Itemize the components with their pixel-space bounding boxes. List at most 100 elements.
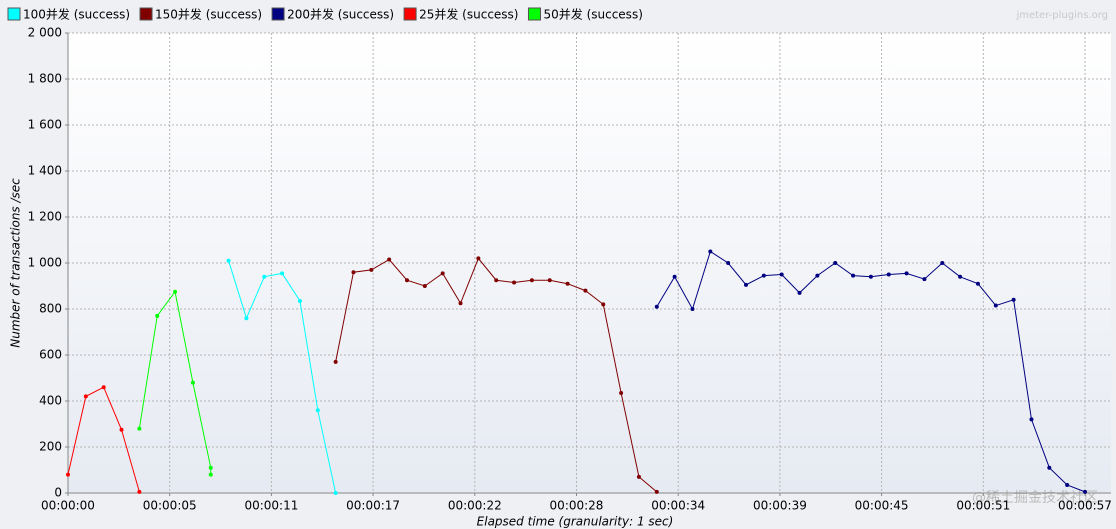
data-point xyxy=(1083,489,1087,494)
data-point xyxy=(351,270,356,275)
y-tick-label: 200 xyxy=(39,440,62,454)
data-point xyxy=(636,474,641,479)
data-point xyxy=(654,304,659,309)
data-point xyxy=(387,257,392,262)
legend-item: 25并发 (success) xyxy=(403,7,518,22)
data-point xyxy=(744,282,748,287)
x-tick-label: 00:00:00 xyxy=(41,499,95,513)
data-point xyxy=(244,316,249,321)
y-tick-label: 800 xyxy=(39,302,62,316)
legend-item: 200并发 (success) xyxy=(271,7,394,22)
data-point xyxy=(690,307,695,311)
data-point xyxy=(654,489,659,494)
data-point xyxy=(137,489,142,494)
x-tick-label: 00:00:57 xyxy=(1058,499,1112,513)
y-axis-title: Number of transactions /sec xyxy=(9,178,23,348)
data-point xyxy=(993,303,998,308)
data-point xyxy=(601,302,606,307)
data-point xyxy=(868,274,873,279)
data-point xyxy=(262,274,267,279)
data-point xyxy=(619,390,624,395)
data-point xyxy=(1047,465,1052,470)
data-point xyxy=(797,290,802,295)
y-tick-label: 0 xyxy=(54,486,62,500)
data-point xyxy=(280,271,285,276)
x-tick-label: 00:00:11 xyxy=(244,499,298,513)
data-point xyxy=(761,273,766,278)
legend-item: 100并发 (success) xyxy=(7,7,130,22)
data-point xyxy=(565,281,570,286)
legend-label: 150并发 (success) xyxy=(155,7,262,22)
y-tick-label: 400 xyxy=(39,394,62,408)
y-tick-label: 1 200 xyxy=(28,210,62,224)
legend-swatch xyxy=(271,7,285,21)
data-point xyxy=(405,278,409,283)
data-point xyxy=(333,491,338,495)
y-tick-label: 1 800 xyxy=(28,72,62,86)
legend-swatch xyxy=(139,7,153,21)
data-point xyxy=(333,359,338,364)
legend-item: 50并发 (success) xyxy=(527,7,643,22)
data-point xyxy=(1029,417,1034,422)
data-point xyxy=(958,274,963,279)
data-point xyxy=(208,472,213,477)
data-point xyxy=(315,408,320,413)
data-point xyxy=(779,272,784,277)
y-tick-label: 2 000 xyxy=(28,26,62,40)
y-tick-label: 600 xyxy=(39,348,62,362)
x-tick-label: 00:00:17 xyxy=(346,499,400,513)
data-point xyxy=(369,267,374,272)
legend-label: 50并发 (success) xyxy=(543,7,642,22)
data-point xyxy=(886,272,891,277)
y-tick-label: 1 000 xyxy=(28,256,62,270)
x-tick-label: 00:00:34 xyxy=(651,499,705,513)
legend-swatch xyxy=(527,7,541,21)
data-point xyxy=(66,472,70,477)
legend-item: 150并发 (success) xyxy=(139,7,262,22)
legend-swatch xyxy=(403,7,417,21)
data-point xyxy=(476,256,481,261)
data-point xyxy=(904,271,909,276)
legend-label: 25并发 (success) xyxy=(419,7,518,22)
watermark: jmeter-plugins.org xyxy=(1015,10,1108,21)
data-point xyxy=(208,465,213,470)
x-tick-label: 00:00:51 xyxy=(956,499,1010,513)
legend-label: 200并发 (success) xyxy=(287,7,394,22)
x-tick-label: 00:00:39 xyxy=(753,499,807,513)
data-point xyxy=(815,273,820,278)
x-tick-label: 00:00:05 xyxy=(143,499,197,513)
data-point xyxy=(975,281,980,286)
data-point xyxy=(173,289,178,294)
data-point xyxy=(137,426,142,431)
data-point xyxy=(726,261,731,265)
data-point xyxy=(940,261,945,265)
data-point xyxy=(226,258,231,263)
data-point xyxy=(458,301,463,306)
data-point xyxy=(547,278,552,283)
y-tick-label: 1 400 xyxy=(28,164,62,178)
data-point xyxy=(422,284,427,288)
data-point xyxy=(922,277,927,282)
y-tick-label: 1 600 xyxy=(28,118,62,132)
data-point xyxy=(1065,482,1070,487)
data-point xyxy=(494,278,499,283)
credit: @稀土掘金技术社区 xyxy=(972,490,1098,506)
data-point xyxy=(119,427,124,432)
data-point xyxy=(583,288,588,293)
x-tick-label: 00:00:22 xyxy=(448,499,502,513)
data-point xyxy=(101,385,106,390)
data-point xyxy=(529,278,534,283)
data-point xyxy=(155,313,160,318)
legend-swatch xyxy=(7,7,21,21)
data-point xyxy=(672,274,677,279)
data-point xyxy=(833,261,838,265)
data-point xyxy=(851,273,856,278)
x-tick-label: 00:00:45 xyxy=(855,499,909,513)
data-point xyxy=(440,271,445,276)
data-point xyxy=(190,380,195,385)
x-tick-label: 00:00:28 xyxy=(550,499,604,513)
data-point xyxy=(512,280,517,285)
data-point xyxy=(1011,297,1016,302)
data-point xyxy=(708,249,713,254)
